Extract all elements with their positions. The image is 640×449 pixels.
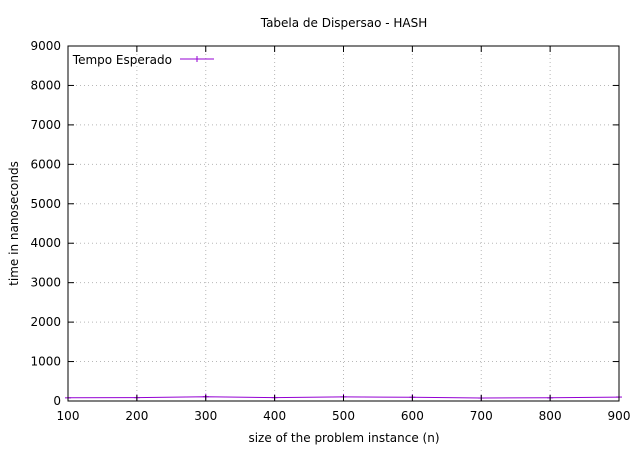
y-tick-label: 2000 [30, 315, 61, 329]
y-tick-label: 6000 [30, 157, 61, 171]
x-tick-label: 700 [470, 409, 493, 423]
x-tick-label: 600 [401, 409, 424, 423]
x-tick-label: 300 [194, 409, 217, 423]
x-axis-label: size of the problem instance (n) [248, 431, 439, 445]
x-tick-label: 800 [539, 409, 562, 423]
y-tick-label: 5000 [30, 197, 61, 211]
y-tick-label: 7000 [30, 118, 61, 132]
y-axis-label: time in nanoseconds [7, 161, 21, 286]
legend-label: Tempo Esperado [72, 53, 172, 67]
y-tick-label: 0 [53, 394, 61, 408]
ticks [67, 45, 620, 402]
x-tick-label: 500 [332, 409, 355, 423]
y-tick-label: 8000 [30, 78, 61, 92]
y-tick-label: 3000 [30, 276, 61, 290]
chart-title: Tabela de Dispersao - HASH [260, 16, 428, 30]
legend-marker [194, 56, 200, 62]
x-tick-label: 100 [57, 409, 80, 423]
x-tick-label: 900 [608, 409, 631, 423]
y-tick-label: 1000 [30, 355, 61, 369]
y-tick-label: 4000 [30, 236, 61, 250]
x-tick-label: 400 [263, 409, 286, 423]
legend: Tempo Esperado [72, 53, 214, 67]
x-tick-label: 200 [125, 409, 148, 423]
y-tick-label: 9000 [30, 39, 61, 53]
tick-labels: 0 1000 2000 3000 4000 5000 6000 7000 8000 9000 100… [30, 39, 630, 423]
